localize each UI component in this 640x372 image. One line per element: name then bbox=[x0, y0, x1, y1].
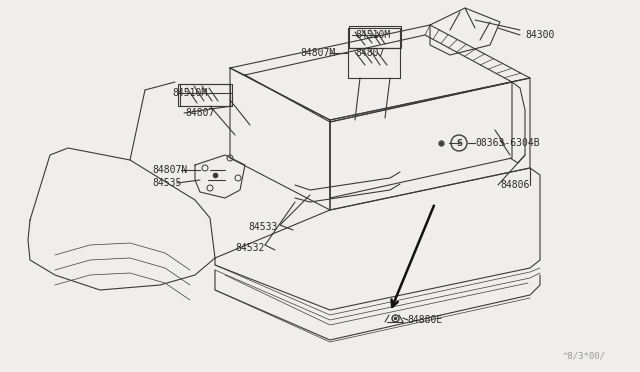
Text: 84532: 84532 bbox=[235, 243, 264, 253]
Text: 84535: 84535 bbox=[152, 178, 181, 188]
Text: 84510M: 84510M bbox=[355, 30, 390, 40]
Text: 84510M: 84510M bbox=[172, 88, 207, 98]
Text: 84533: 84533 bbox=[248, 222, 277, 232]
Text: 84807N: 84807N bbox=[152, 165, 188, 175]
Text: S: S bbox=[456, 138, 462, 148]
Text: 84300: 84300 bbox=[525, 30, 554, 40]
Text: 08363-6304B: 08363-6304B bbox=[475, 138, 540, 148]
Text: 84880E: 84880E bbox=[407, 315, 442, 325]
Text: 84806: 84806 bbox=[500, 180, 529, 190]
Text: 84807: 84807 bbox=[355, 48, 385, 58]
Text: 84807: 84807 bbox=[185, 108, 214, 118]
Text: ^8/3*00/: ^8/3*00/ bbox=[563, 352, 606, 360]
Text: 84807M: 84807M bbox=[300, 48, 335, 58]
Bar bbox=[349, 26, 401, 48]
Bar bbox=[178, 84, 230, 106]
